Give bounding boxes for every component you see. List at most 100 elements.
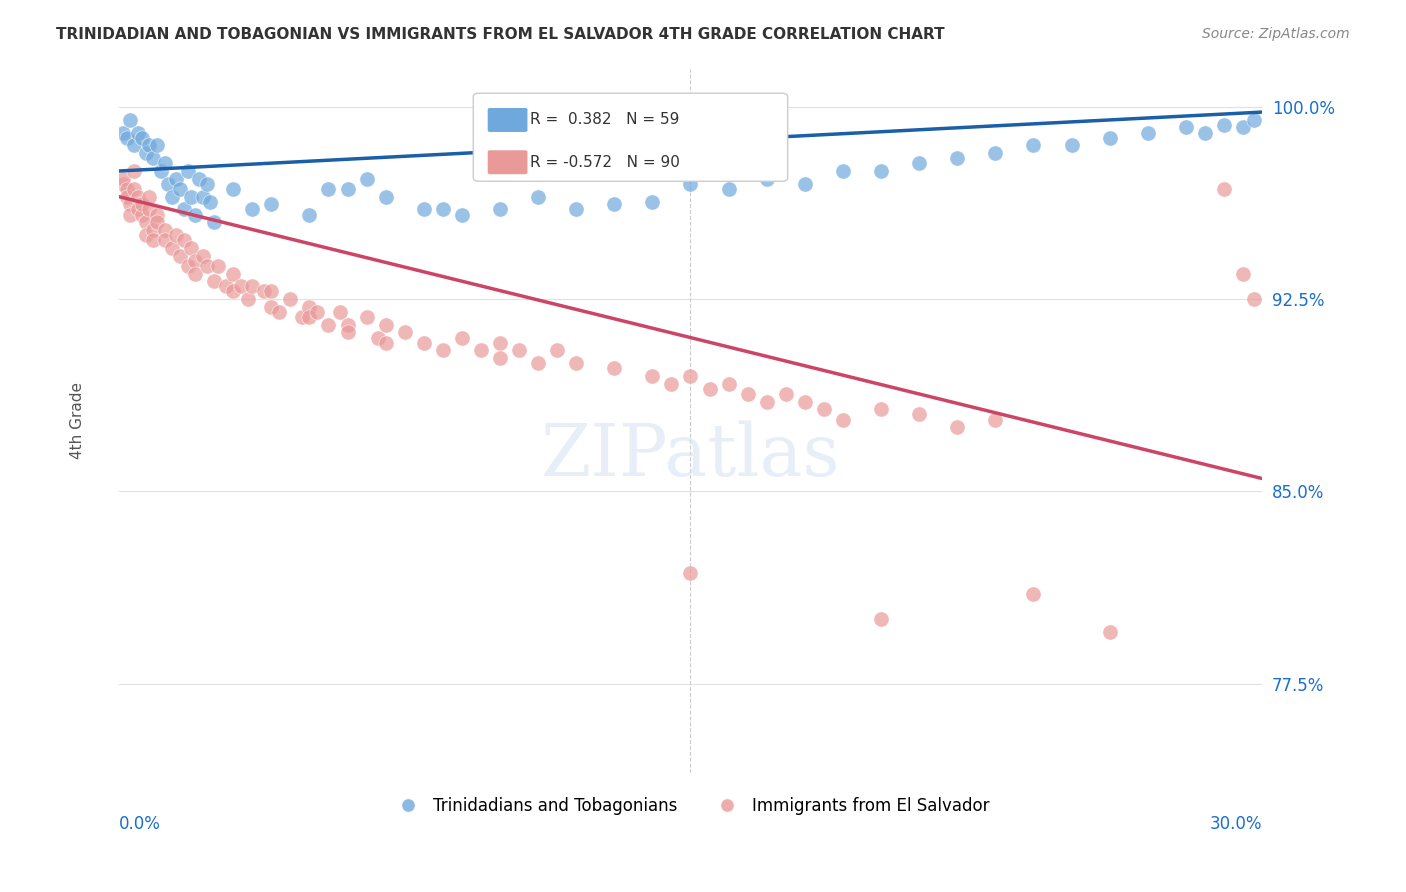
Point: [131, 197, 153, 211]
Point: [908, 156, 931, 170]
Point: [527, 356, 550, 370]
Point: [717, 182, 740, 196]
Point: [260, 300, 283, 314]
Point: [240, 202, 263, 217]
Point: [173, 202, 195, 217]
Point: [1060, 138, 1083, 153]
Point: [184, 208, 207, 222]
Point: [200, 194, 222, 209]
Point: [336, 318, 359, 332]
Point: [127, 189, 149, 203]
Point: [450, 208, 472, 222]
Point: [165, 228, 187, 243]
Point: [202, 274, 225, 288]
Point: [222, 267, 245, 281]
Point: [489, 335, 512, 350]
Point: [793, 177, 815, 191]
Point: [775, 387, 797, 401]
Point: [169, 182, 191, 196]
Point: [127, 126, 149, 140]
Point: [356, 171, 378, 186]
Point: [291, 310, 314, 324]
FancyBboxPatch shape: [486, 150, 529, 175]
Point: [318, 318, 340, 332]
Point: [222, 182, 245, 196]
Point: [195, 259, 218, 273]
Point: [412, 202, 434, 217]
Text: Source: ZipAtlas.com: Source: ZipAtlas.com: [1202, 27, 1350, 41]
Point: [367, 330, 389, 344]
Point: [115, 189, 138, 203]
Point: [1022, 587, 1045, 601]
Point: [120, 112, 142, 127]
Point: [162, 241, 184, 255]
Point: [260, 197, 283, 211]
Point: [169, 249, 191, 263]
Point: [142, 233, 165, 247]
Point: [946, 420, 969, 434]
Point: [115, 130, 138, 145]
Point: [122, 182, 145, 196]
Point: [122, 138, 145, 153]
Legend: Trinidadians and Tobagonians, Immigrants from El Salvador: Trinidadians and Tobagonians, Immigrants…: [385, 790, 997, 822]
Point: [737, 387, 759, 401]
Y-axis label: 4th Grade: 4th Grade: [70, 383, 84, 459]
Point: [191, 189, 214, 203]
Point: [1194, 126, 1216, 140]
Point: [374, 189, 396, 203]
Point: [146, 208, 169, 222]
Point: [184, 253, 207, 268]
Point: [115, 182, 138, 196]
Point: [298, 300, 321, 314]
Point: [527, 189, 550, 203]
Point: [717, 376, 740, 391]
Point: [908, 408, 931, 422]
Point: [202, 215, 225, 229]
Point: [489, 202, 512, 217]
Point: [565, 356, 588, 370]
Point: [336, 182, 359, 196]
Point: [870, 612, 893, 626]
Text: R =  0.382   N = 59: R = 0.382 N = 59: [530, 112, 681, 128]
Point: [149, 164, 172, 178]
Point: [1174, 120, 1197, 135]
Point: [298, 208, 321, 222]
Point: [131, 130, 153, 145]
Point: [138, 138, 160, 153]
Point: [1098, 130, 1121, 145]
Point: [138, 189, 160, 203]
Point: [184, 267, 207, 281]
Text: 0.0%: 0.0%: [120, 815, 160, 833]
Point: [222, 285, 245, 299]
Point: [260, 285, 283, 299]
Point: [546, 343, 568, 358]
Point: [207, 259, 229, 273]
Point: [122, 164, 145, 178]
Point: [318, 182, 340, 196]
Point: [356, 310, 378, 324]
Point: [153, 233, 176, 247]
Point: [1136, 126, 1159, 140]
Point: [374, 318, 396, 332]
Point: [187, 171, 209, 186]
Point: [470, 343, 492, 358]
Point: [1243, 292, 1265, 306]
Point: [641, 194, 664, 209]
Point: [679, 566, 702, 581]
Point: [641, 369, 664, 384]
Point: [412, 335, 434, 350]
Point: [135, 228, 157, 243]
Text: ZIPatlas: ZIPatlas: [541, 421, 841, 491]
Point: [238, 292, 260, 306]
Point: [180, 189, 202, 203]
FancyBboxPatch shape: [486, 107, 529, 133]
Point: [131, 208, 153, 222]
Point: [138, 202, 160, 217]
Text: 30.0%: 30.0%: [1209, 815, 1263, 833]
Point: [984, 146, 1007, 161]
Point: [176, 259, 198, 273]
Point: [229, 279, 252, 293]
Point: [298, 310, 321, 324]
Point: [1243, 112, 1265, 127]
Point: [832, 412, 855, 426]
